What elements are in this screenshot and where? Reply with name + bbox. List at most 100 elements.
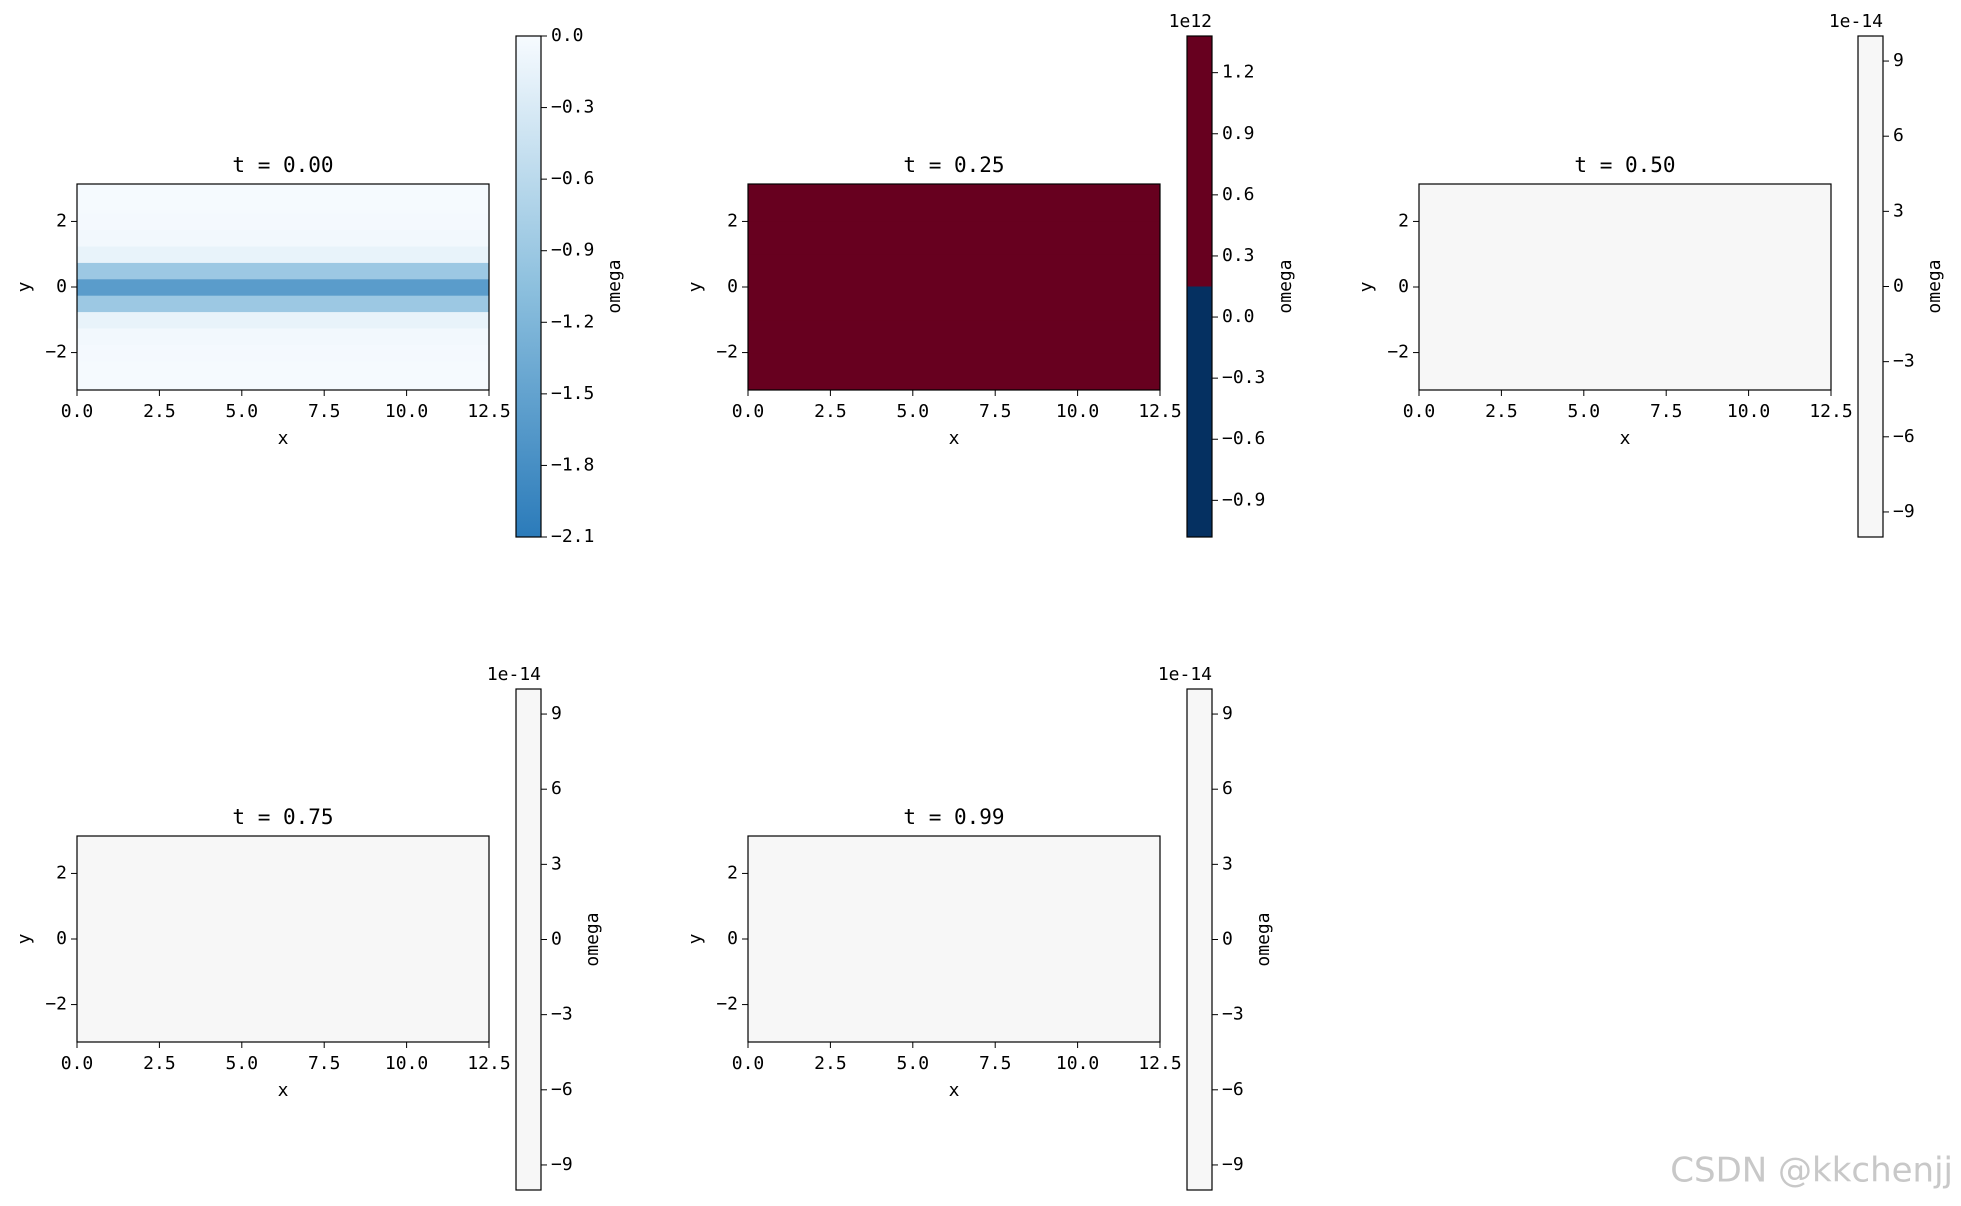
- heatmap-row: [748, 287, 1160, 321]
- colorbar-label: omega: [1253, 912, 1274, 966]
- colorbar-offset: 1e-14: [1158, 664, 1212, 685]
- y-tick-label: 2: [727, 210, 738, 231]
- title: t = 0.99: [903, 805, 1004, 829]
- colorbar-tick-label: 6: [1222, 778, 1233, 799]
- y-tick-label: 0: [56, 276, 67, 297]
- y-tick-label: 0: [56, 928, 67, 949]
- x-tick-label: 10.0: [1727, 401, 1770, 422]
- heatmap-row: [77, 295, 489, 313]
- heatmap-row: [748, 221, 1160, 255]
- title: t = 0.00: [232, 153, 333, 177]
- y-tick-label: −2: [716, 342, 738, 363]
- colorbar-tick-label: 0.6: [1222, 184, 1255, 205]
- y-axis-label: y: [685, 933, 706, 944]
- colorbar-tick-label: −0.6: [1222, 428, 1265, 449]
- colorbar-label: omega: [604, 259, 625, 313]
- x-tick-label: 0.0: [732, 401, 765, 422]
- x-tick-label: 2.5: [143, 401, 176, 422]
- heatmap-row: [77, 344, 489, 362]
- x-tick-label: 5.0: [897, 1053, 930, 1074]
- colorbar-label: omega: [582, 912, 603, 966]
- y-tick-label: 2: [56, 210, 67, 231]
- x-tick-label: 12.5: [1138, 401, 1181, 422]
- x-tick-label: 12.5: [1809, 401, 1852, 422]
- x-tick-label: 10.0: [1056, 1053, 1099, 1074]
- colorbar-tick-label: 0: [1222, 929, 1233, 950]
- heatmap-row: [77, 836, 489, 1043]
- colorbar-tick-label: −0.6: [551, 168, 594, 189]
- x-tick-label: 2.5: [814, 1053, 847, 1074]
- colorbar-tick-label: −0.3: [551, 97, 594, 118]
- colorbar-tick-label: −6: [551, 1079, 573, 1100]
- y-tick-label: 0: [727, 928, 738, 949]
- colorbar-tick-label: −9: [1222, 1154, 1244, 1175]
- colorbar-tick-label: −3: [1893, 351, 1915, 372]
- x-axis-label: x: [949, 428, 960, 449]
- colorbar-tick-label: −0.3: [1222, 367, 1265, 388]
- x-tick-label: 10.0: [1056, 401, 1099, 422]
- x-tick-label: 7.5: [308, 1053, 341, 1074]
- heatmap-row: [77, 196, 489, 214]
- heatmap-row: [748, 836, 1160, 1043]
- colorbar-offset: 1e-14: [1829, 11, 1883, 32]
- colorbar-tick-label: 3: [551, 853, 562, 874]
- colorbar-tick-label: 0.0: [1222, 306, 1255, 327]
- y-axis-label: y: [685, 281, 706, 292]
- colorbar-tick-label: −0.9: [551, 240, 594, 261]
- y-tick-label: −2: [716, 994, 738, 1015]
- x-tick-label: 7.5: [979, 1053, 1012, 1074]
- x-tick-label: 10.0: [385, 401, 428, 422]
- colorbar-tick-label: −6: [1893, 426, 1915, 447]
- x-axis-label: x: [949, 1080, 960, 1101]
- x-tick-label: 7.5: [979, 401, 1012, 422]
- title: t = 0.75: [232, 805, 333, 829]
- x-tick-label: 2.5: [814, 401, 847, 422]
- colorbar-tick-label: 0.9: [1222, 123, 1255, 144]
- colorbar-tick-label: −3: [551, 1004, 573, 1025]
- y-tick-label: −2: [45, 994, 67, 1015]
- x-tick-label: 7.5: [1650, 401, 1683, 422]
- colorbar-tick-label: 9: [1893, 50, 1904, 71]
- colorbar-tick-label: −2.1: [551, 526, 594, 547]
- y-tick-label: −2: [1387, 342, 1409, 363]
- colorbar-tick-label: 9: [551, 703, 562, 724]
- x-tick-label: 0.0: [61, 1053, 94, 1074]
- colorbar-tick-label: 6: [1893, 125, 1904, 146]
- heatmap-row: [77, 262, 489, 280]
- colorbar-tick-label: −3: [1222, 1004, 1244, 1025]
- title: t = 0.50: [1574, 153, 1675, 177]
- y-axis-label: y: [14, 281, 35, 292]
- x-tick-label: 0.0: [732, 1053, 765, 1074]
- y-tick-label: 2: [56, 862, 67, 883]
- colorbar: [1186, 35, 1213, 538]
- x-tick-label: 5.0: [226, 401, 259, 422]
- colorbar-tick-label: −9: [1893, 501, 1915, 522]
- colorbar-label: omega: [1924, 259, 1945, 313]
- x-tick-label: 0.0: [61, 401, 94, 422]
- colorbar-tick-label: 1.2: [1222, 62, 1255, 83]
- x-tick-label: 10.0: [385, 1053, 428, 1074]
- colorbar-tick-label: 6: [551, 778, 562, 799]
- colorbar-tick-label: 9: [1222, 703, 1233, 724]
- x-axis-label: x: [278, 1080, 289, 1101]
- heatmap-row: [77, 377, 489, 391]
- heatmap-row: [77, 184, 489, 198]
- y-tick-label: −2: [45, 342, 67, 363]
- heatmap-row: [77, 278, 489, 296]
- colorbar-tick-label: 3: [1222, 853, 1233, 874]
- x-tick-label: 2.5: [1485, 401, 1518, 422]
- colorbar-tick-label: 0.0: [551, 25, 584, 46]
- y-tick-label: 2: [1398, 210, 1409, 231]
- y-axis-label: y: [14, 933, 35, 944]
- colorbar-tick-label: −9: [551, 1154, 573, 1175]
- colorbar-tick-label: 0: [551, 929, 562, 950]
- colorbar: [515, 35, 542, 538]
- x-tick-label: 12.5: [467, 1053, 510, 1074]
- heatmap-row: [77, 327, 489, 345]
- x-axis-label: x: [278, 428, 289, 449]
- x-tick-label: 12.5: [467, 401, 510, 422]
- y-tick-label: 0: [1398, 276, 1409, 297]
- colorbar-tick-label: 3: [1893, 200, 1904, 221]
- x-tick-label: 7.5: [308, 401, 341, 422]
